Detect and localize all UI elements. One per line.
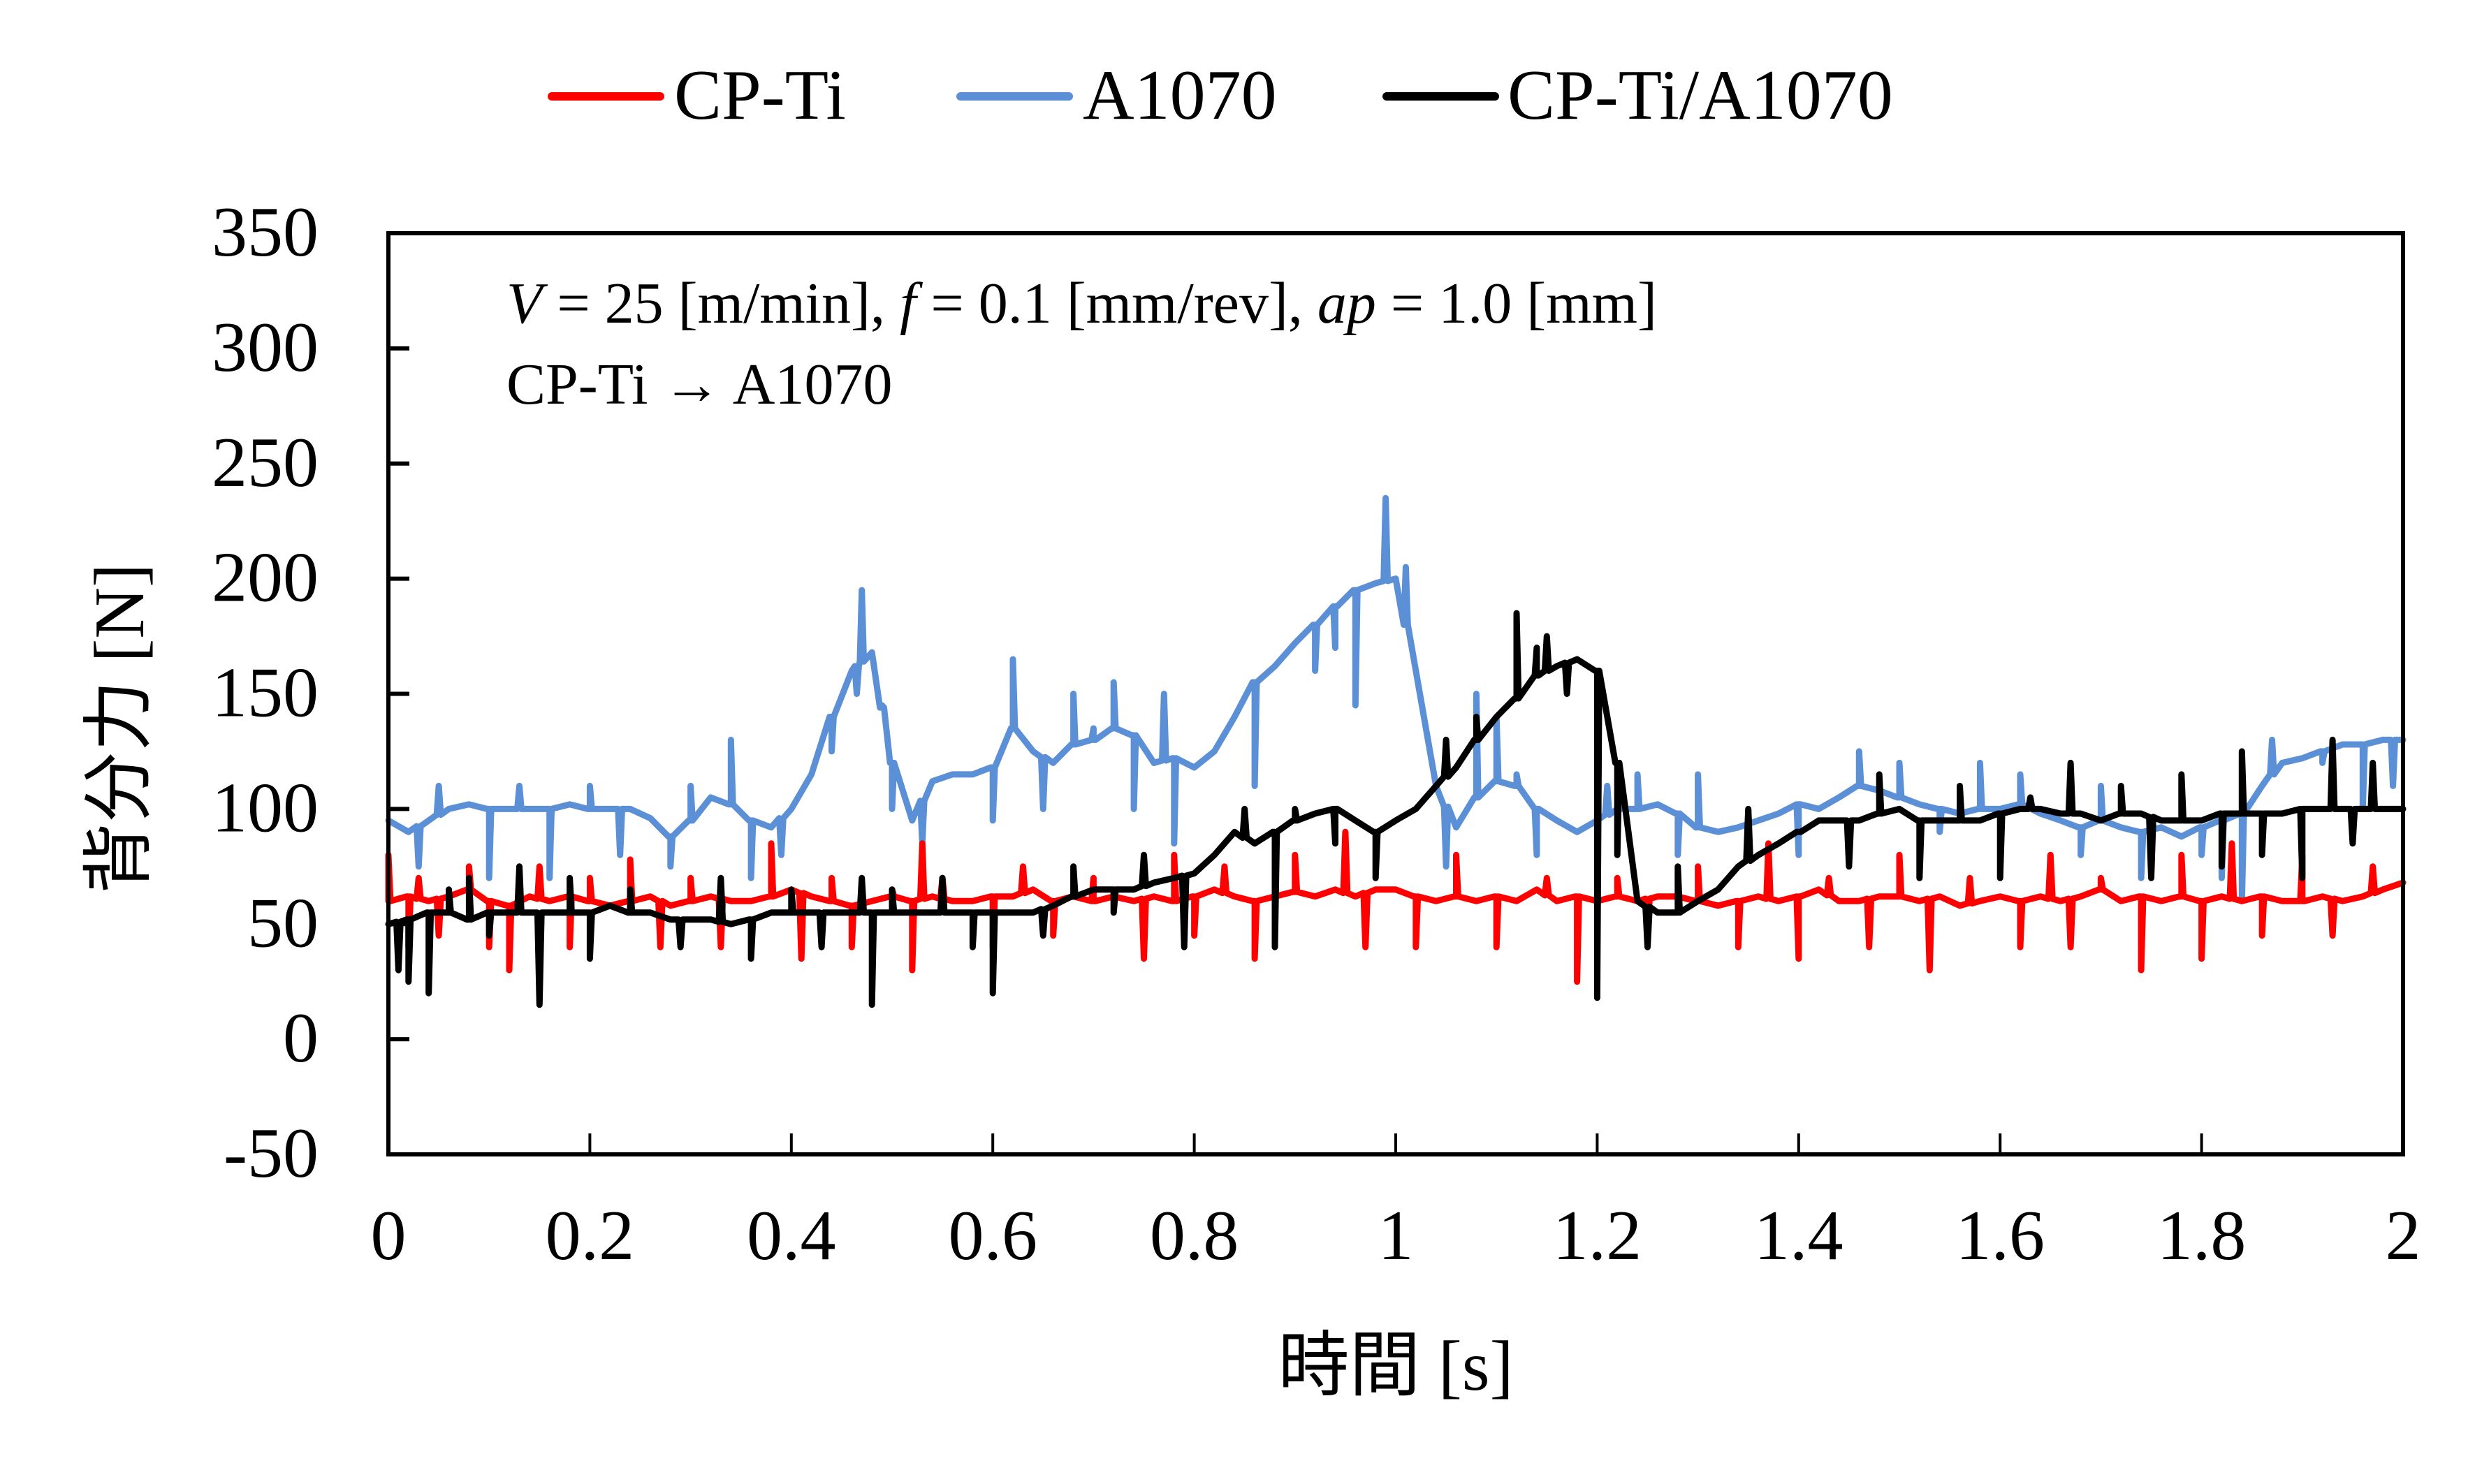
y-tick-label: 300	[212, 308, 319, 387]
x-tick-label: 0.8	[1150, 1196, 1239, 1275]
x-axis: 0 0.2 0.4 0.6 0.8 1 1.2 1.4 1.6 1.8 2	[371, 1133, 2421, 1275]
annotation-text: ap	[1317, 271, 1376, 336]
x-tick-label: 0.2	[546, 1196, 635, 1275]
x-tick-label: 1.4	[1754, 1196, 1844, 1275]
series-line-cp-ti	[385, 828, 2407, 985]
x-tick-label: 1	[1378, 1196, 1414, 1275]
x-tick-label: 1.2	[1553, 1196, 1642, 1275]
x-tick-label: 2	[2386, 1196, 2421, 1275]
annotation-text: = 1.0 [mm]	[1376, 271, 1657, 336]
x-tick-label: 1.6	[1955, 1196, 2045, 1275]
annotation-text: CP-Ti → A1070	[506, 352, 892, 417]
legend-label-a1070: A1070	[1083, 56, 1277, 135]
y-tick-label: 0	[283, 999, 319, 1078]
x-axis-label: 時間 [s]	[1278, 1327, 1513, 1406]
x-tick-label: 0.6	[948, 1196, 1037, 1275]
legend: CP-Ti A1070 CP-Ti/A1070	[548, 56, 1893, 135]
annotation-layer: V = 25 [m/min], f = 0.1 [mm/rev], ap = 1…	[506, 271, 1657, 417]
x-tick-label: 0	[371, 1196, 407, 1275]
series-line-cp-ti-a1070	[385, 610, 2407, 1008]
series-line-a1070	[385, 494, 2407, 904]
legend-item-cp-ti: CP-Ti	[548, 56, 846, 135]
x-tick-label: 1.8	[2157, 1196, 2247, 1275]
legend-item-cp-ti-a1070: CP-Ti/A1070	[1382, 56, 1893, 135]
y-tick-label: 200	[212, 538, 319, 617]
y-axis-label: 背分力 [N]	[80, 564, 159, 894]
y-tick-label: 100	[212, 768, 319, 847]
y-tick-label: 250	[212, 423, 319, 502]
legend-item-a1070: A1070	[956, 56, 1277, 135]
y-tick-label: 150	[212, 654, 319, 733]
legend-label-cp-ti: CP-Ti	[674, 56, 846, 135]
annotation-line-2: CP-Ti → A1070	[506, 352, 892, 417]
legend-label-cp-ti-a1070: CP-Ti/A1070	[1507, 56, 1893, 135]
annotation-text: V	[506, 271, 548, 336]
x-tick-label: 0.4	[747, 1196, 836, 1275]
series-layer	[385, 494, 2407, 1008]
annotation-text: = 25 [m/min],	[542, 271, 900, 336]
y-axis: -50 0 50 100 150 200 250 300 350	[212, 193, 409, 1193]
annotation-line-1: V = 25 [m/min], f = 0.1 [mm/rev], ap = 1…	[506, 271, 1657, 336]
y-tick-label: 350	[212, 193, 319, 272]
y-tick-label: 50	[247, 883, 319, 962]
annotation-text: = 0.1 [mm/rev],	[916, 271, 1317, 336]
y-tick-label: -50	[224, 1114, 319, 1193]
